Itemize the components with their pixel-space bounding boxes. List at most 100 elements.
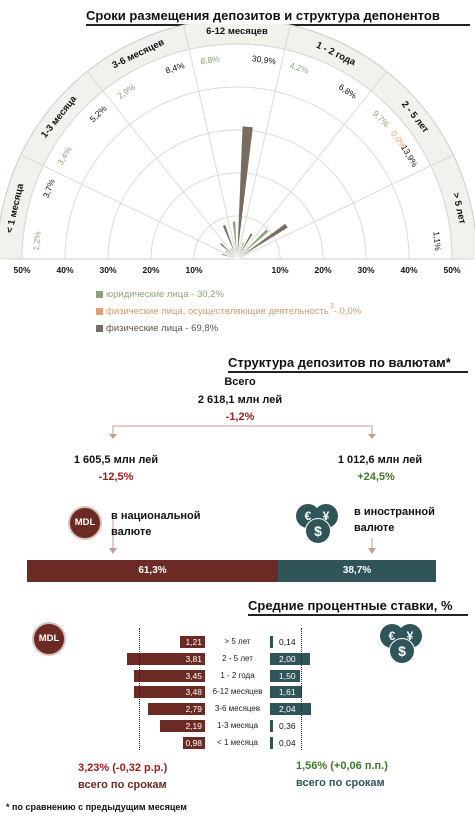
foreign-label-line1: в иностранной [354, 506, 435, 518]
radial-axis-tick: 40% [400, 265, 417, 275]
radial-value-label: 30,9% [251, 53, 277, 66]
legend-swatch-entrepreneurs [96, 307, 103, 315]
radial-value-label: 9,7% [371, 108, 392, 129]
radial-wedge [224, 250, 238, 260]
foreign-arrow [368, 548, 376, 554]
national-arrow [109, 548, 117, 554]
rate-term-label: 1 - 2 года [220, 670, 255, 680]
legend-item-legal: юридические лица - 30,2% [96, 286, 456, 302]
radial-wedge [236, 232, 254, 260]
radial-wedge [219, 242, 238, 260]
fx-average-summary: 1,56% (+0,06 п.п.) [296, 760, 388, 772]
radial-wedge [236, 223, 289, 260]
rate-bar-mdl: 2,19 [160, 720, 205, 732]
radial-axis-tick: 50% [443, 265, 460, 275]
rate-bar-fx: 1,61 [270, 686, 303, 699]
currency-structure-title: Структура депозитов по валютам* [228, 355, 468, 373]
rate-bar-fx: 2,00 [270, 652, 310, 665]
mdl-coin-icon: MDL [68, 506, 102, 540]
currency-share-bar: 61,3% 38,7% [27, 560, 436, 582]
stack-segment-national: 61,3% [27, 560, 278, 582]
radial-spoke [183, 24, 238, 260]
fx-average-change: (+0,06 п.п.) [330, 760, 388, 772]
radial-wedge [232, 220, 238, 260]
mdl-average-change: (-0,32 р.р.) [112, 762, 168, 774]
split-connector [112, 425, 373, 434]
rate-bar-fx: 2,04 [270, 703, 311, 716]
radial-value-label: 6,8% [337, 82, 359, 101]
rate-bar-mdl: 3,81 [126, 652, 205, 665]
rate-term-label: 1-3 месяца [216, 721, 259, 730]
radial-value-label: 3,7% [41, 177, 57, 199]
rate-term-label: 6-12 месяцев [212, 687, 263, 697]
currency-coins-icon: € ¥ $ [296, 502, 344, 544]
radial-value-label: 8,4% [164, 60, 186, 76]
radial-axis-tick: 20% [142, 265, 159, 275]
total-change: -1,2% [225, 411, 255, 423]
dollar-coin-icon: $ [305, 518, 331, 544]
stack-segment-foreign: 38,7% [278, 560, 436, 582]
radial-ring [21, 43, 453, 260]
radial-spoke [86, 71, 238, 260]
legend-label-individuals: физические лица - 69,8% [106, 322, 219, 334]
national-label-line1: в национальной [111, 510, 201, 522]
foreign-value: 1 012,6 млн лей [337, 454, 423, 466]
national-label-line2: валюте [111, 526, 152, 538]
radial-value-label: 2,9% [115, 81, 137, 100]
rate-term-label: > 5 лет [224, 637, 251, 646]
radial-axis-tick: 20% [314, 265, 331, 275]
mdl-average-label: всего по срокам [78, 779, 167, 791]
radial-spoke [236, 154, 454, 260]
rate-bar-fx: 0,04 [270, 736, 296, 749]
radial-spoke [236, 24, 291, 260]
legend-swatch-individuals [96, 324, 103, 332]
legend-footnote-mark: 3 [329, 302, 334, 310]
radial-value-label: 3,4% [55, 145, 74, 167]
radial-wedge [236, 241, 245, 260]
national-change: -12,5% [98, 471, 134, 483]
fx-rates-coins-icon: € ¥ $ [380, 622, 428, 664]
fx-average-line [301, 628, 303, 750]
legend-label-legal: юридические лица - 30,2% [106, 288, 224, 300]
rate-bar-mdl: 1,21 [180, 636, 205, 648]
radial-value-label: 13,9% [399, 143, 420, 169]
rate-bar-mdl: 3,45 [134, 669, 205, 682]
radial-axis-tick: 40% [56, 265, 73, 275]
radial-ring [107, 129, 367, 260]
rate-bar-mdl: 2,79 [147, 703, 205, 716]
radial-value-label: 4,2% [288, 60, 310, 76]
national-value: 1 605,5 млн лей [73, 454, 159, 466]
rate-term-label: 3-6 месяцев [214, 704, 261, 714]
rate-bar-mdl: 3,48 [133, 686, 205, 699]
radial-wedge [236, 257, 242, 260]
radial-chart-title: Сроки размещения депозитов и структура д… [86, 8, 470, 26]
legend-label-entrepreneurs: физические лица, осуществляющие деятельн… [106, 305, 329, 317]
fx-average-label: всего по срокам [296, 777, 385, 789]
radial-category-label: 6-12 месяцев [206, 26, 268, 37]
interest-rates-title: Средние процентные ставки, % [248, 598, 468, 616]
foreign-label-line2: валюте [354, 522, 395, 534]
radial-wedge [222, 224, 238, 260]
footnote: * по сравнению с предыдущим месяцем [6, 802, 187, 812]
rate-bar-fx: 0,36 [270, 720, 296, 732]
rate-bar-fx: 1,50 [270, 669, 300, 682]
radial-wedge [229, 247, 238, 260]
radial-value-label: 5,2% [88, 103, 109, 124]
split-arrow-right [368, 434, 376, 439]
radial-axis-tick: 30% [99, 265, 116, 275]
split-arrow-left [109, 434, 117, 439]
mdl-average-summary: 3,23% (-0,32 р.р.) [78, 762, 167, 774]
total-label: Всего [224, 376, 256, 388]
connector-lines [109, 425, 376, 554]
radial-legend: юридические лица - 30,2% физические лица… [96, 286, 456, 336]
radial-ring [150, 172, 324, 260]
rate-bar-mdl: 0,98 [183, 736, 205, 749]
total-value: 2 618,1 млн лей [197, 394, 283, 406]
radial-wedge [236, 228, 269, 260]
rate-term-label: < 1 месяца [217, 737, 258, 747]
mdl-coin-text: MDL [74, 517, 96, 528]
interest-rates-chart: 1,21 > 5 лет 0,14 3,81 2 - 5 лет 2,00 3,45 1 - … [0, 628, 475, 758]
radial-spoke [20, 154, 238, 260]
radial-wedge [221, 253, 238, 260]
